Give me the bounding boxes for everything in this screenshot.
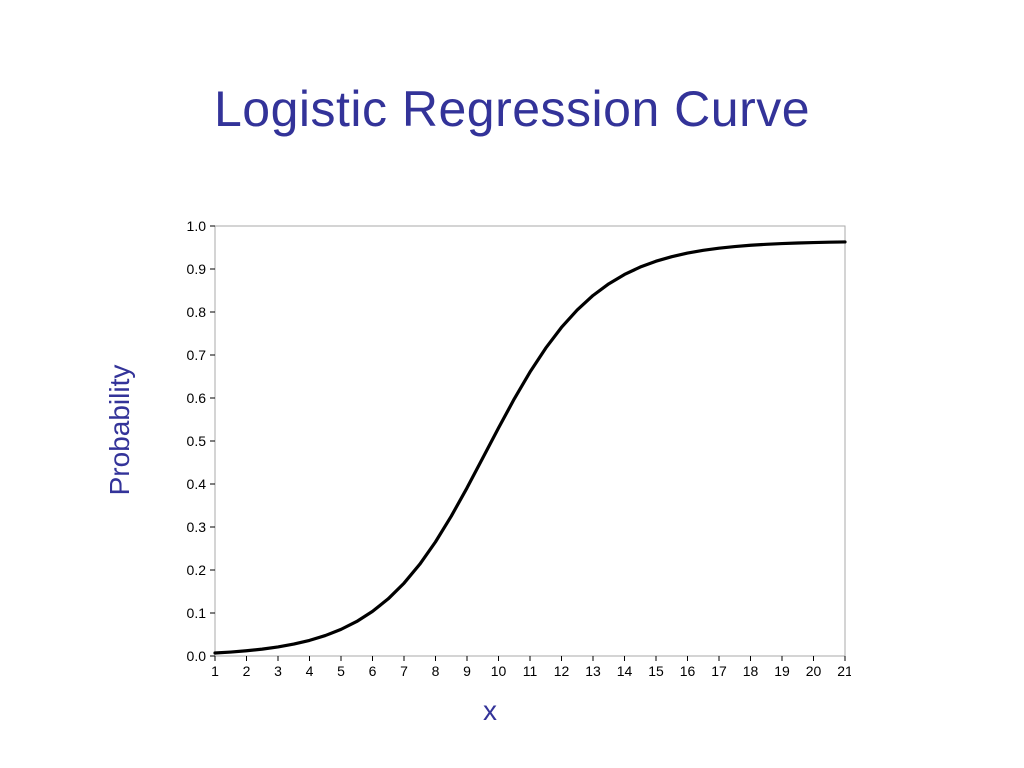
x-tick-label: 18 [743,663,759,679]
y-axis-label: Probability [104,365,136,496]
x-tick-label: 9 [463,663,471,679]
y-tick-label: 0.7 [187,347,207,363]
x-tick-label: 20 [806,663,822,679]
x-tick-label: 7 [400,663,408,679]
x-axis-label: x [483,695,497,727]
y-tick-label: 0.2 [187,562,207,578]
x-tick-label: 15 [648,663,664,679]
x-tick-label: 14 [617,663,633,679]
x-tick-label: 2 [243,663,251,679]
plot-background [215,226,845,656]
y-tick-label: 0.6 [187,390,207,406]
x-tick-label: 11 [523,663,538,679]
chart-container: 0.00.10.20.30.40.50.60.70.80.91.01234567… [165,220,851,688]
y-tick-label: 0.8 [187,304,207,320]
y-tick-label: 0.3 [187,519,207,535]
x-tick-label: 17 [711,663,727,679]
y-tick-label: 1.0 [187,220,207,234]
x-tick-label: 19 [774,663,790,679]
x-tick-label: 5 [337,663,345,679]
page: Logistic Regression Curve Probability x … [0,0,1024,768]
x-tick-label: 16 [680,663,696,679]
y-tick-label: 0.5 [187,433,207,449]
y-tick-label: 0.1 [187,605,207,621]
x-tick-label: 8 [432,663,440,679]
x-tick-label: 4 [306,663,314,679]
x-tick-label: 1 [211,663,219,679]
x-tick-label: 10 [491,663,507,679]
x-tick-label: 6 [369,663,377,679]
x-tick-label: 12 [554,663,570,679]
chart-svg: 0.00.10.20.30.40.50.60.70.80.91.01234567… [165,220,851,688]
y-tick-label: 0.4 [187,476,207,492]
x-tick-label: 13 [585,663,601,679]
y-tick-label: 0.9 [187,261,207,277]
x-tick-label: 21 [837,663,851,679]
y-tick-label: 0.0 [187,648,207,664]
chart-title: Logistic Regression Curve [0,80,1024,138]
x-tick-label: 3 [274,663,282,679]
